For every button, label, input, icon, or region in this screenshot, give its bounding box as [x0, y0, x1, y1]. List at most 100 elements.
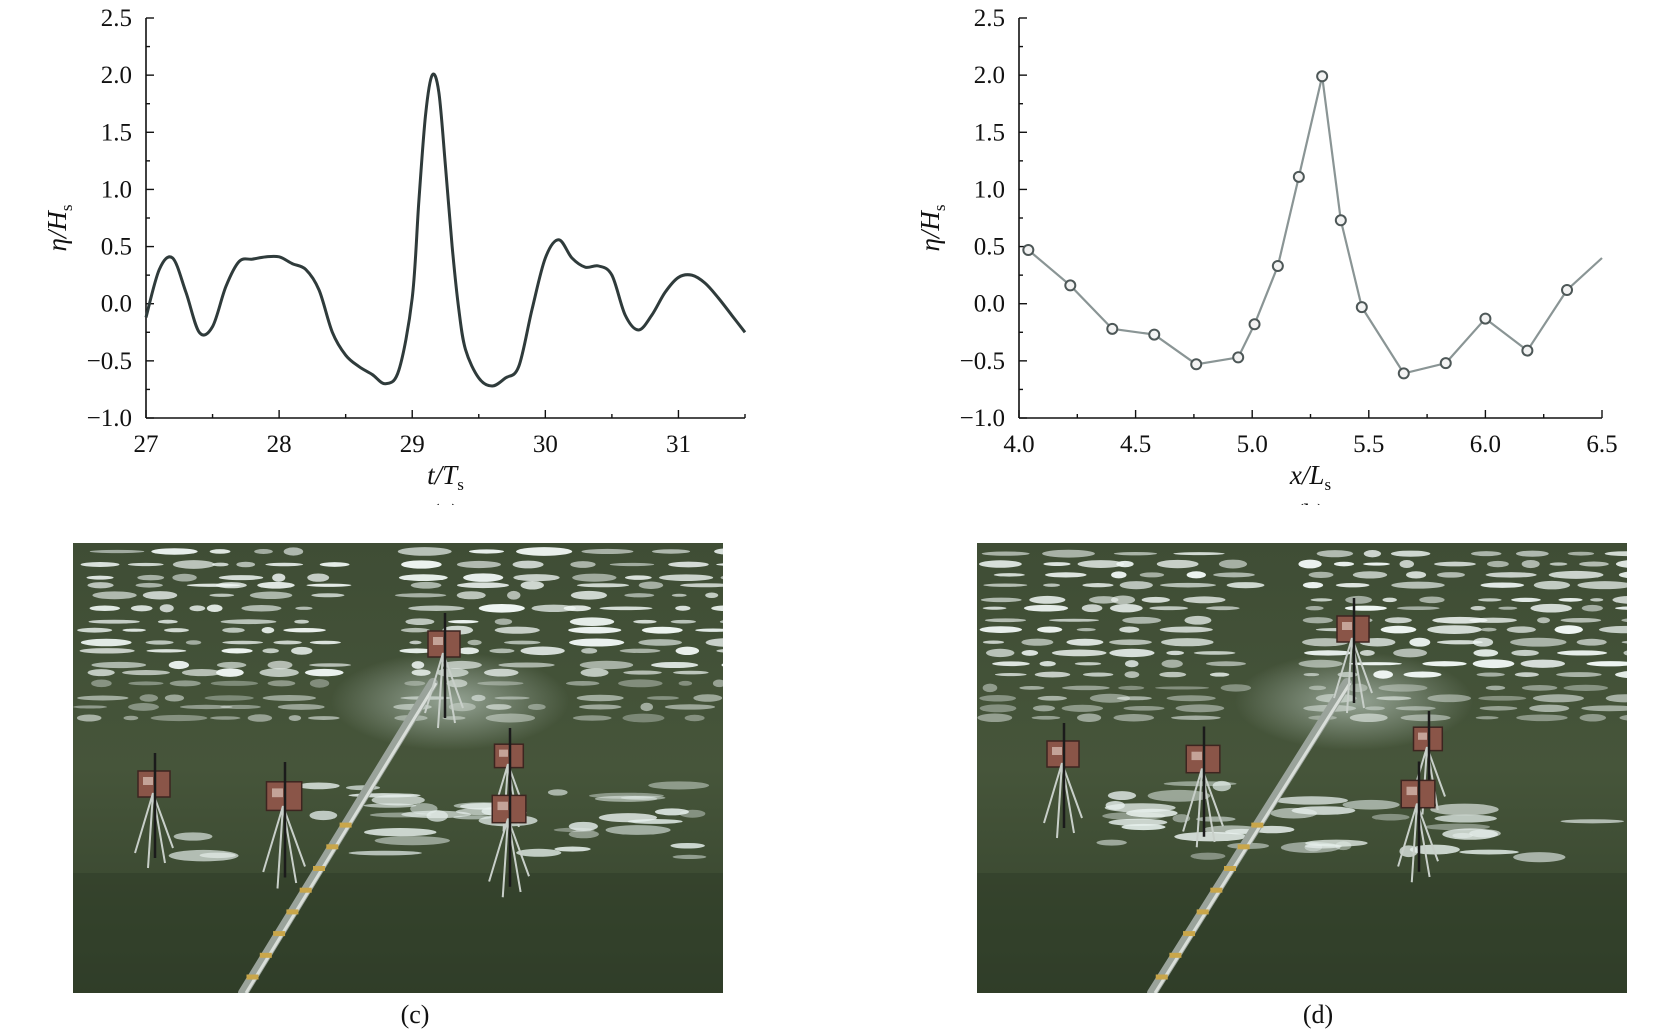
- water-reflection: [1108, 818, 1168, 826]
- water-reflection: [374, 836, 450, 846]
- water-reflection: [1089, 693, 1131, 703]
- water-reflection: [1302, 582, 1324, 589]
- water-reflection: [262, 694, 316, 702]
- water-reflection: [711, 605, 723, 612]
- water-reflection: [554, 846, 591, 852]
- water-reflection: [581, 548, 634, 555]
- water-reflection: [1037, 695, 1067, 701]
- water-reflection: [1485, 572, 1537, 578]
- boom-clamp: [1183, 931, 1196, 937]
- water-reflection: [1578, 561, 1609, 567]
- water-reflection: [1124, 671, 1140, 678]
- water-reflection: [206, 604, 223, 613]
- chart-a-y-tick-label: 0.5: [101, 234, 132, 261]
- wave-gauge: [134, 753, 174, 869]
- chart-b-data-point: [1190, 358, 1203, 371]
- water-reflection: [1037, 626, 1063, 633]
- water-reflection: [494, 696, 530, 700]
- chart-b-series-line: [1027, 76, 1603, 375]
- water-reflection: [1604, 551, 1627, 557]
- water-reflection: [1039, 661, 1056, 667]
- chart-b-x-tick-label: 6.0: [1470, 431, 1501, 458]
- water-reflection: [254, 548, 273, 555]
- water-shadow: [73, 873, 723, 993]
- chart-b-data-point: [1316, 70, 1329, 83]
- water-reflection: [994, 673, 1027, 677]
- water-reflection: [139, 694, 159, 702]
- wave-gauge-leg: [442, 652, 464, 709]
- water-reflection: [980, 597, 1022, 603]
- wave-gauge-label: [497, 801, 508, 811]
- chart-b-data-point: [1292, 170, 1305, 183]
- water-reflection: [1021, 650, 1039, 656]
- water-reflection: [1298, 659, 1343, 668]
- chart-b-data-point: [1397, 367, 1410, 380]
- water-reflection: [576, 583, 630, 588]
- water-reflection: [348, 850, 422, 856]
- chart-a-y-tick-label: 2.5: [101, 5, 132, 32]
- wave-gauge-leg: [1182, 768, 1203, 832]
- water-reflection: [1529, 704, 1570, 712]
- water-reflection: [654, 808, 689, 816]
- water-reflection: [1196, 816, 1236, 822]
- photo-c: [73, 543, 723, 993]
- water-reflection: [130, 605, 153, 612]
- water-reflection: [531, 604, 577, 612]
- chart-b: −1.0 −0.5 0.0 0.5 1.0 1.5 2.0 2.5 4.0 4.5 5.0 5.5 6.…: [915, 5, 1618, 505]
- water-reflection: [673, 670, 709, 675]
- water-reflection: [1521, 685, 1558, 691]
- water-reflection: [1159, 671, 1187, 678]
- water-reflection: [1171, 715, 1221, 720]
- water-reflection: [294, 619, 309, 624]
- water-reflection: [1472, 659, 1515, 669]
- water-reflection: [309, 678, 330, 688]
- water-reflection: [446, 679, 468, 688]
- water-reflection: [1373, 670, 1393, 679]
- water-reflection: [1510, 637, 1567, 647]
- water-reflection: [128, 703, 159, 711]
- water-reflection: [241, 605, 282, 612]
- water-reflection: [1125, 808, 1178, 818]
- water-reflection: [1113, 714, 1155, 722]
- water-reflection: [1520, 659, 1566, 668]
- water-reflection: [520, 580, 544, 590]
- water-reflection: [307, 716, 340, 720]
- water-reflection: [463, 573, 504, 582]
- water-reflection: [1548, 570, 1604, 579]
- water-reflection: [569, 617, 615, 626]
- boom-clamp: [313, 866, 325, 871]
- water-reflection: [1096, 839, 1127, 846]
- chart-b-x-axis-label: x/Ls: [1289, 460, 1331, 494]
- water-reflection: [1212, 780, 1232, 792]
- water-reflection: [259, 668, 299, 677]
- water-reflection: [1077, 713, 1102, 722]
- water-reflection: [624, 593, 655, 598]
- water-reflection: [982, 606, 1007, 610]
- water-reflection: [1159, 626, 1213, 633]
- water-reflection: [1477, 598, 1502, 602]
- water-reflection: [489, 648, 515, 654]
- water-reflection: [267, 680, 296, 687]
- water-reflection: [306, 583, 352, 587]
- chart-a-caption: (a): [431, 499, 460, 505]
- water-reflection: [73, 705, 107, 709]
- water-reflection: [983, 583, 1028, 587]
- chart-b-x-tick-label: 4.5: [1120, 431, 1151, 458]
- water-reflection: [984, 618, 1027, 623]
- wave-gauge-leg: [437, 652, 444, 729]
- water-reflection: [1478, 695, 1527, 701]
- water-reflection: [1173, 552, 1225, 556]
- water-reflection: [568, 830, 599, 839]
- water-reflection: [1576, 638, 1607, 646]
- water-reflection: [1549, 562, 1568, 566]
- water-reflection: [1581, 604, 1603, 612]
- water-reflection: [1337, 671, 1358, 678]
- water-reflection: [397, 547, 452, 556]
- water-reflection: [1082, 583, 1114, 588]
- water-reflection: [1102, 812, 1166, 820]
- wave-gauge: [1397, 761, 1439, 883]
- water-reflection: [164, 628, 189, 633]
- water-reflection: [216, 668, 244, 677]
- water-reflection: [978, 560, 1022, 568]
- water-reflection: [247, 714, 273, 722]
